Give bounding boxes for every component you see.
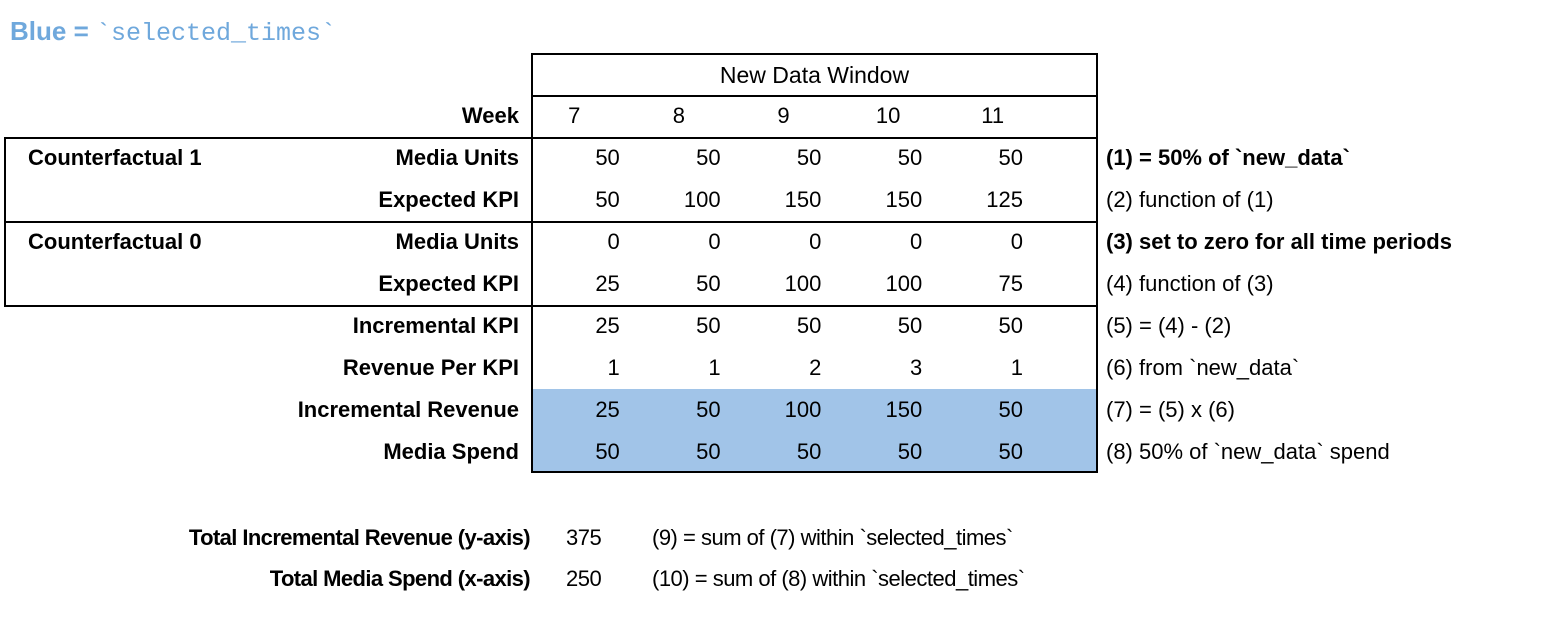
week-cell: 7 (568, 103, 581, 128)
value-cell: 0 (607, 229, 620, 254)
value-cell: 0 (708, 229, 721, 254)
week-label: Week (461, 103, 519, 128)
rule-below-counterfactual-0 (533, 305, 1096, 307)
value-cell: 50 (796, 439, 822, 464)
row-label: Incremental Revenue (297, 397, 519, 422)
value-row-highlighted: 50 50 50 50 50 (519, 431, 1023, 473)
value-cell: 50 (696, 397, 721, 422)
value-cell: 2 (809, 355, 822, 380)
value-cell: 50 (897, 439, 923, 464)
value-cell: 100 (784, 271, 822, 296)
row-annotation: (6) from `new_data` (1106, 355, 1300, 380)
value-cell: 75 (998, 271, 1023, 296)
value-cell: 50 (696, 145, 721, 170)
value-cell: 50 (595, 439, 620, 464)
value-cell: 50 (998, 397, 1023, 422)
total-incremental-revenue-value: 375 (566, 525, 602, 550)
value-row: 25 50 50 50 50 (519, 305, 1023, 347)
row-label: Revenue Per KPI (342, 355, 519, 380)
value-cell: 50 (696, 313, 721, 338)
value-cell: 25 (595, 397, 620, 422)
legend-note: Blue = `selected_times` (10, 14, 336, 48)
total-media-spend-value: 250 (566, 566, 602, 591)
value-cell: 0 (809, 229, 822, 254)
value-cell: 0 (909, 229, 923, 254)
week-cell: 11 (981, 103, 1005, 128)
value-cell: 50 (998, 313, 1023, 338)
value-cell: 50 (897, 145, 923, 170)
row-annotation: (7) = (5) x (6) (1106, 397, 1235, 422)
week-number-row: 7 8 9 10 11 (522, 95, 1045, 137)
row-label: Expected KPI (378, 187, 519, 212)
value-cell: 100 (683, 187, 721, 212)
row-label: Media Units (395, 229, 519, 254)
total-media-spend-label: Total Media Spend (x-axis) (269, 566, 531, 591)
value-cell: 50 (897, 313, 923, 338)
value-cell: 50 (998, 439, 1023, 464)
group-label-counterfactual-1: Counterfactual 1 (28, 145, 202, 170)
value-cell: 0 (1010, 229, 1023, 254)
value-row: 1 1 2 3 1 (519, 347, 1023, 389)
legend-note-prefix: Blue = (10, 16, 96, 46)
rule-below-week-row (533, 137, 1096, 139)
table-frame (531, 53, 1098, 473)
week-cell: 10 (875, 103, 901, 128)
row-label: Media Units (395, 145, 519, 170)
value-row: 0 0 0 0 0 (519, 221, 1023, 263)
legend-note-code: `selected_times` (95, 19, 337, 48)
total-media-spend-annotation: (10) = sum of (8) within `selected_times… (652, 566, 1025, 591)
rule-below-header (533, 95, 1096, 97)
value-row-highlighted: 25 50 100 150 50 (519, 389, 1023, 431)
counterfactual-0-box (4, 221, 533, 307)
value-cell: 25 (595, 313, 620, 338)
value-cell: 150 (784, 187, 822, 212)
total-incremental-revenue-annotation: (9) = sum of (7) within `selected_times` (652, 525, 1013, 550)
value-cell: 50 (696, 439, 721, 464)
row-label: Media Spend (383, 439, 519, 464)
new-data-window-header: New Data Window (719, 62, 910, 88)
row-annotation: (5) = (4) - (2) (1106, 313, 1232, 338)
value-cell: 50 (595, 145, 620, 170)
week-cell: 9 (777, 103, 790, 128)
selected-times-highlight (533, 389, 1096, 471)
value-cell: 25 (595, 271, 620, 296)
value-row: 25 50 100 100 75 (519, 263, 1023, 305)
row-annotation: (8) 50% of `new_data` spend (1106, 439, 1390, 464)
value-cell: 50 (796, 145, 822, 170)
row-annotation: (2) function of (1) (1106, 187, 1274, 212)
row-annotation: (1) = 50% of `new_data` (1106, 145, 1350, 170)
value-row: 50 100 150 150 125 (519, 179, 1023, 221)
group-label-counterfactual-0: Counterfactual 0 (28, 229, 202, 254)
value-cell: 1 (708, 355, 721, 380)
value-cell: 1 (607, 355, 620, 380)
row-annotation: (4) function of (3) (1106, 271, 1274, 296)
value-cell: 3 (909, 355, 923, 380)
value-cell: 50 (696, 271, 721, 296)
value-cell: 100 (885, 271, 923, 296)
value-cell: 150 (885, 187, 923, 212)
value-cell: 150 (885, 397, 923, 422)
row-label: Incremental KPI (352, 313, 519, 338)
rule-between-counterfactuals (533, 221, 1096, 223)
value-cell: 100 (784, 397, 822, 422)
value-cell: 125 (986, 187, 1023, 212)
value-cell: 50 (796, 313, 822, 338)
value-cell: 1 (1010, 355, 1023, 380)
week-cell: 8 (672, 103, 686, 128)
row-annotation: (3) set to zero for all time periods (1106, 229, 1452, 254)
row-label: Expected KPI (378, 271, 519, 296)
total-incremental-revenue-label: Total Incremental Revenue (y-axis) (188, 525, 531, 550)
value-cell: 50 (998, 145, 1023, 170)
value-cell: 50 (595, 187, 620, 212)
value-row: 50 50 50 50 50 (519, 137, 1023, 179)
